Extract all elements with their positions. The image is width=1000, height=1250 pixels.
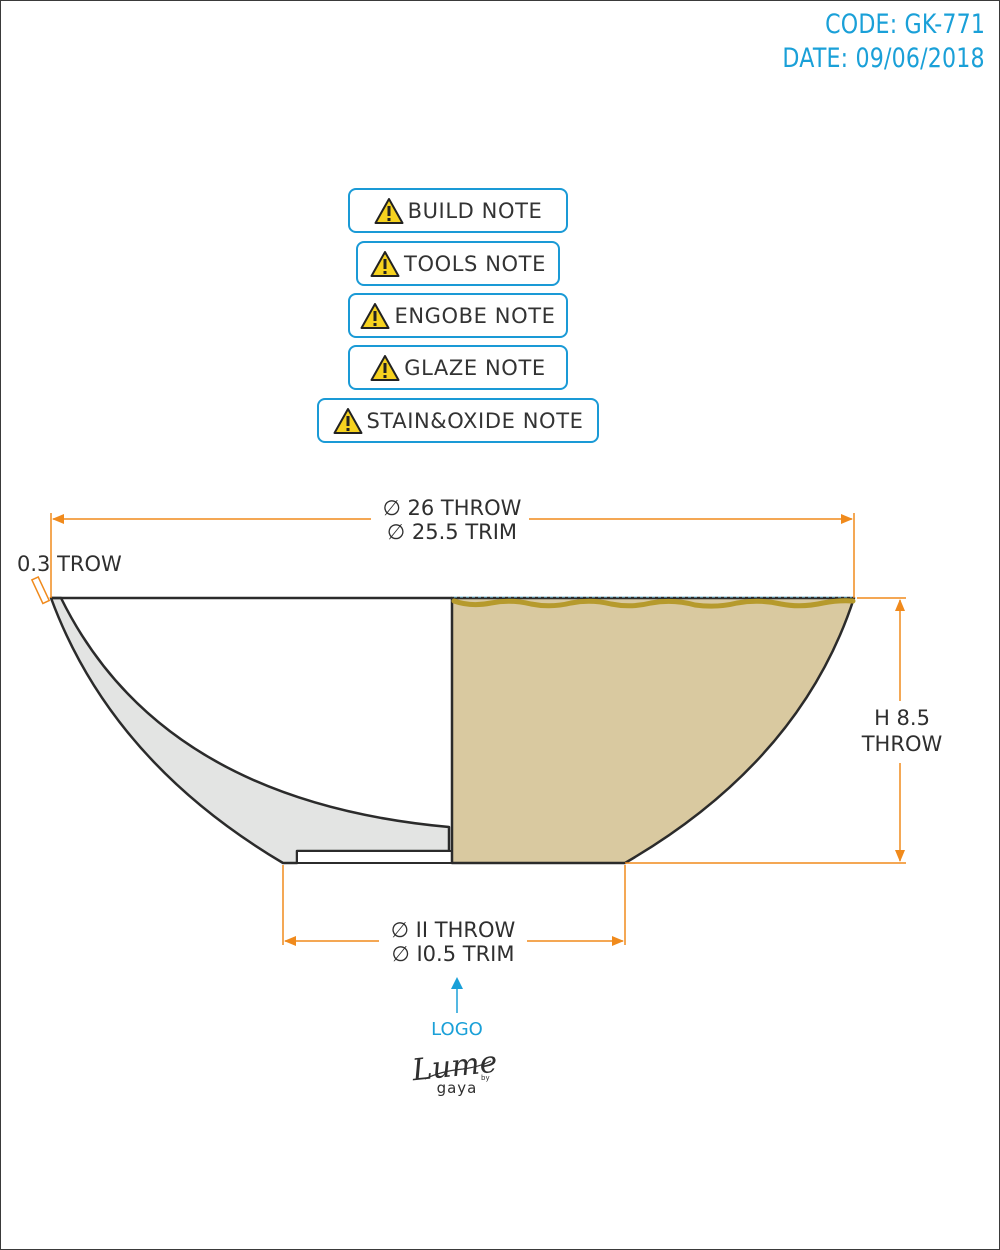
warning-icon	[370, 354, 400, 381]
drawing-date: DATE: 09/06/2018	[782, 43, 985, 74]
brand-by: by	[481, 1074, 490, 1082]
base-diameter-trim-label: ∅ I0.5 TRIM	[392, 942, 515, 966]
bowl-exterior-view	[450, 596, 856, 865]
top-diameter-dimension: ∅ 26 THROW ∅ 25.5 TRIM	[50, 496, 855, 598]
height-value-label: H 8.5	[874, 706, 930, 730]
brand-logo: Lume by gaya	[409, 1045, 499, 1097]
build-note-button[interactable]: BUILD NOTE	[348, 188, 568, 233]
glaze-note-button[interactable]: GLAZE NOTE	[348, 345, 568, 390]
engobe-note-button[interactable]: ENGOBE NOTE	[348, 293, 568, 338]
warning-icon	[333, 407, 362, 434]
engobe-note-label: ENGOBE NOTE	[394, 303, 556, 328]
logo-callout: LOGO	[431, 977, 483, 1040]
tools-note-label: TOOLS NOTE	[404, 251, 546, 276]
warning-icon	[360, 302, 390, 329]
wall-thickness-label: 0.3 TROW	[17, 552, 122, 576]
brand-sub: gaya	[437, 1079, 478, 1097]
product-code: CODE: GK-771	[825, 9, 985, 40]
base-diameter-dimension: ∅ II THROW ∅ I0.5 TRIM	[282, 865, 626, 966]
tools-note-button[interactable]: TOOLS NOTE	[356, 241, 560, 286]
warning-icon	[370, 250, 400, 277]
build-note-label: BUILD NOTE	[407, 198, 543, 223]
bowl-cross-section	[49, 596, 453, 865]
wall-thickness-callout: 0.3 TROW	[17, 552, 122, 605]
top-diameter-throw-label: ∅ 26 THROW	[383, 496, 522, 520]
glaze-note-label: GLAZE NOTE	[404, 355, 546, 380]
top-diameter-trim-label: ∅ 25.5 TRIM	[387, 520, 517, 544]
warning-icon	[374, 197, 404, 224]
stain-oxide-note-button[interactable]: STAIN&OXIDE NOTE	[317, 398, 599, 443]
logo-label: LOGO	[431, 1019, 483, 1040]
height-dimension: H 8.5 THROW	[625, 597, 943, 864]
height-throw-label: THROW	[861, 732, 943, 756]
stain-oxide-note-label: STAIN&OXIDE NOTE	[366, 408, 584, 433]
base-diameter-throw-label: ∅ II THROW	[391, 918, 516, 942]
